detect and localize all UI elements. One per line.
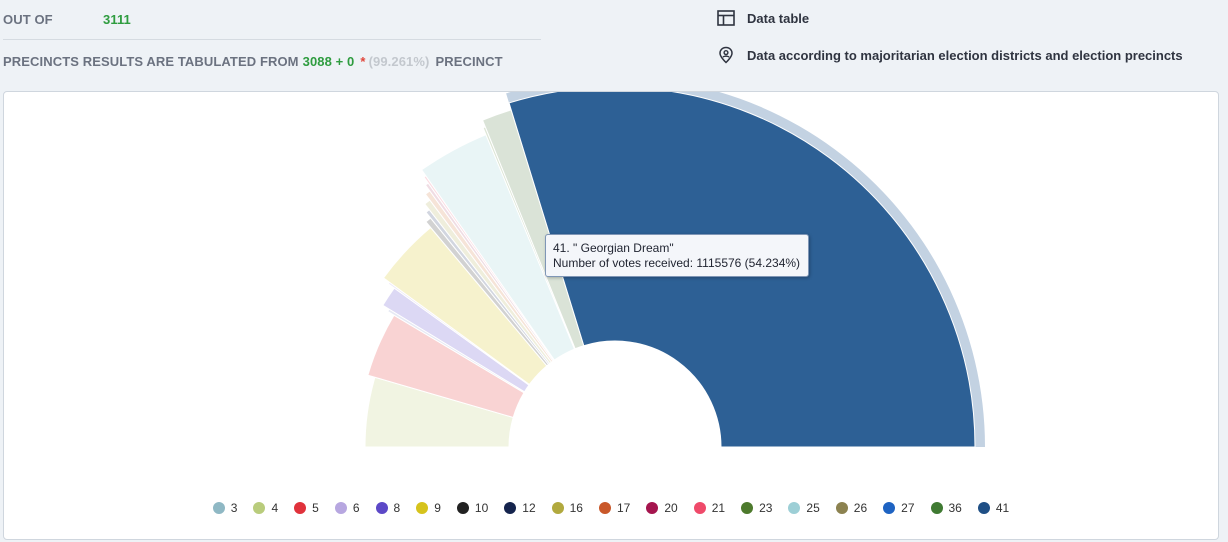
- legend-marker: [788, 502, 801, 514]
- legend-label: 8: [393, 501, 401, 515]
- districts-link[interactable]: Data according to majoritarian election …: [717, 46, 1183, 64]
- stats-divider: [3, 39, 541, 40]
- legend-item-20[interactable]: 20: [646, 501, 678, 515]
- results-chart: 41. " Georgian Dream" Number of votes re…: [3, 91, 1219, 540]
- legend-label: 10: [474, 501, 489, 515]
- legend-label: 3: [230, 501, 238, 515]
- legend-marker: [883, 502, 896, 514]
- legend-marker: [598, 502, 611, 514]
- legend-item-8[interactable]: 8: [375, 501, 401, 515]
- legend-label: 9: [434, 501, 441, 515]
- location-pin-icon: [719, 46, 733, 64]
- legend-marker: [835, 502, 848, 514]
- legend-label: 20: [664, 501, 678, 515]
- legend-marker: [504, 502, 517, 514]
- tooltip-votes-label: Number of votes received: [553, 256, 690, 270]
- legend-marker: [253, 502, 266, 514]
- legend-label: 4: [271, 501, 279, 515]
- legend-marker: [212, 502, 225, 514]
- legend-marker: [416, 502, 429, 514]
- districts-label: Data according to majoritarian election …: [747, 47, 1183, 63]
- out-of-row: OUT OF 3111: [3, 12, 131, 27]
- legend-item-21[interactable]: 21: [693, 501, 726, 515]
- legend-label: 16: [569, 501, 583, 515]
- tooltip-title: 41. " Georgian Dream": [553, 241, 674, 255]
- tooltip-votes-value: : 1115576 (54.234%): [689, 256, 801, 270]
- legend-label: 5: [312, 501, 319, 515]
- legend-label: 41: [995, 501, 1010, 515]
- legend-label: 25: [806, 501, 820, 515]
- tabulated-value: 3088 + 0: [302, 54, 355, 69]
- legend-item-9[interactable]: 9: [416, 501, 441, 515]
- legend-item-3[interactable]: 3: [212, 501, 238, 515]
- tabulated-percent: (99.261%): [368, 54, 430, 69]
- legend-item-23[interactable]: 23: [741, 501, 772, 515]
- legend-marker: [693, 502, 706, 514]
- tabulated-suffix: PRECINCT: [435, 54, 503, 69]
- tabulated-row: PRECINCTS RESULTS ARE TABULATED FROM 3088…: [3, 54, 503, 69]
- tabulated-label: PRECINCTS RESULTS ARE TABULATED FROM: [3, 54, 299, 69]
- legend-item-27[interactable]: 27: [883, 501, 915, 515]
- legend-marker: [334, 502, 347, 514]
- legend-label: 23: [759, 501, 773, 515]
- legend-label: 21: [711, 501, 726, 515]
- tooltip-votes: Number of votes received: 1115576 (54.23…: [553, 256, 800, 271]
- tabulated-star: *: [360, 54, 366, 69]
- legend-item-10[interactable]: 10: [456, 501, 489, 515]
- legend-marker: [375, 502, 388, 514]
- legend-item-4[interactable]: 4: [253, 501, 278, 515]
- legend-label: 27: [901, 501, 915, 515]
- legend-label: 17: [616, 501, 631, 515]
- legend-item-6[interactable]: 6: [334, 501, 360, 515]
- legend-item-12[interactable]: 12: [504, 501, 536, 515]
- legend-label: 6: [352, 501, 360, 515]
- legend-marker: [551, 502, 564, 514]
- legend-item-16[interactable]: 16: [551, 501, 583, 515]
- legend-item-41[interactable]: 41: [977, 501, 1010, 515]
- data-table-label: Data table: [747, 10, 810, 26]
- semicircle-chart: [364, 92, 985, 448]
- out-of-value: 3111: [103, 12, 131, 27]
- data-table-link[interactable]: Data table: [717, 10, 809, 26]
- chart-tooltip: 41. " Georgian Dream" Number of votes re…: [545, 234, 810, 277]
- legend-marker: [741, 502, 754, 514]
- legend-marker: [977, 502, 990, 514]
- legend-item-25[interactable]: 25: [788, 501, 820, 515]
- table-icon: [717, 10, 735, 26]
- legend-label: 12: [522, 501, 536, 515]
- legend-marker: [456, 502, 469, 514]
- legend-label: 26: [853, 501, 868, 515]
- legend-marker: [930, 502, 943, 514]
- legend-item-5[interactable]: 5: [294, 501, 319, 515]
- legend-item-17[interactable]: 17: [598, 501, 631, 515]
- chart-legend: 3 4 5 6 8 9 10 12 16 17 20 21 23 25 26 27 36 41: [4, 501, 1218, 515]
- legend-marker: [294, 502, 307, 514]
- legend-item-26[interactable]: 26: [835, 501, 868, 515]
- legend-marker: [646, 502, 659, 514]
- legend-label: 36: [948, 501, 962, 515]
- legend-item-36[interactable]: 36: [930, 501, 962, 515]
- out-of-label: OUT OF: [3, 12, 53, 27]
